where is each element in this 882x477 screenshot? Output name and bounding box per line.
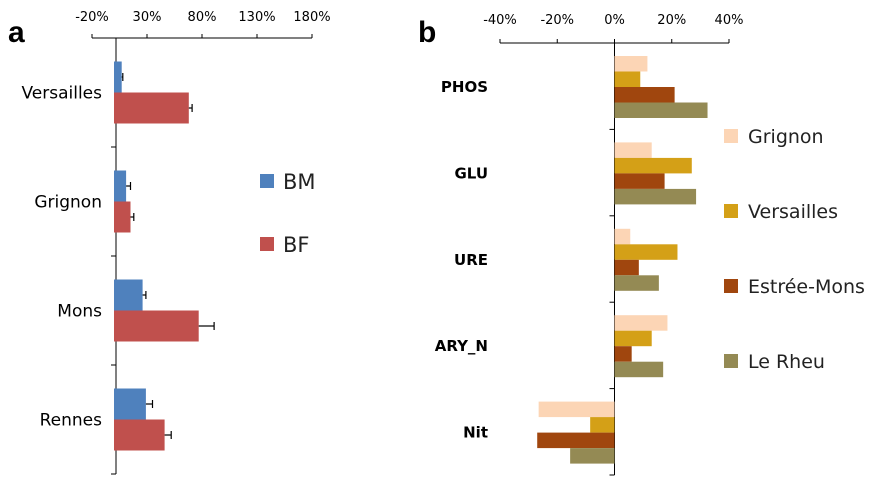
bar-a-bf <box>114 310 199 342</box>
category-label-a: Mons <box>57 302 102 322</box>
bar-b-versailles <box>614 71 641 87</box>
bar-a-bm <box>114 61 122 93</box>
x-tick-label-a: -20% <box>75 10 109 25</box>
bar-b-le-rheu <box>614 102 708 118</box>
bar-b-versailles <box>614 157 692 174</box>
category-label-a: Grignon <box>34 193 102 213</box>
legend-label-b-versailles: Versailles <box>748 201 838 223</box>
chart-panel-a: -20% 30% 80% 130% 180% Versailles Grignon Mons R… <box>21 10 331 475</box>
bar-a-bf <box>114 92 189 124</box>
x-tick-label-a: 180% <box>293 10 330 25</box>
legend-swatch-a-bm <box>260 174 274 188</box>
bar-b-le-rheu <box>614 188 697 205</box>
category-label-b: PHOS <box>441 78 488 96</box>
legend-swatch-a-bf <box>260 237 274 251</box>
x-tick-label-b: 20% <box>657 13 686 28</box>
legend-swatch-b-grignon <box>724 129 738 143</box>
panel-label-b: b <box>418 16 436 49</box>
legend-label-b-le-rheu: Le Rheu <box>748 351 825 373</box>
bar-b-estr-e-mons <box>614 173 665 189</box>
legend-label-a-bm: BM <box>283 170 316 194</box>
category-label-b: GLU <box>454 164 488 182</box>
bar-b-le-rheu <box>614 275 659 291</box>
bar-b-le-rheu <box>614 361 664 378</box>
bar-b-le-rheu <box>570 448 615 464</box>
bar-b-grignon <box>614 228 631 245</box>
x-tick-label-b: 40% <box>715 13 744 28</box>
x-tick-label-b: 0% <box>604 13 625 28</box>
category-label-b: URE <box>454 251 488 269</box>
legend-label-a-bf: BF <box>283 233 310 257</box>
category-label-a: Versailles <box>21 84 102 104</box>
x-tick-label-a: 130% <box>238 10 275 25</box>
bar-b-grignon <box>614 315 668 331</box>
bar-b-grignon <box>538 401 615 418</box>
legend-swatch-b-versailles <box>724 204 738 218</box>
bar-b-versailles <box>614 330 652 347</box>
chart-panel-b: -40% -20% 0% 20% 40% PHOS GLU URE ARY_N Nit Grigno… <box>435 13 865 476</box>
legend-swatch-b-le-rheu <box>724 354 738 368</box>
bar-a-bf <box>114 419 165 451</box>
x-tick-label-a: 80% <box>188 10 217 25</box>
x-tick-label-b: -20% <box>540 13 574 28</box>
bar-b-grignon <box>614 56 648 72</box>
x-tick-label-b: -40% <box>483 13 517 28</box>
bar-a-bm <box>114 388 146 420</box>
legend-label-b-estr-e-mons: Estrée-Mons <box>748 276 865 298</box>
legend-swatch-b-estr-e-mons <box>724 279 738 293</box>
x-tick-label-a: 30% <box>133 10 162 25</box>
legend-label-b-grignon: Grignon <box>748 126 824 148</box>
bar-a-bm <box>114 170 127 202</box>
bar-a-bf <box>114 201 131 233</box>
bar-b-versailles <box>614 244 678 260</box>
bar-b-versailles <box>590 417 615 433</box>
category-label-a: Rennes <box>40 411 103 431</box>
panel-label-a: a <box>8 16 25 49</box>
bar-b-estr-e-mons <box>614 259 639 276</box>
bar-b-estr-e-mons <box>614 346 632 362</box>
bar-a-bm <box>114 279 143 311</box>
bar-b-grignon <box>614 142 652 158</box>
bar-b-estr-e-mons <box>537 432 615 449</box>
category-label-b: Nit <box>463 424 488 442</box>
bar-b-estr-e-mons <box>614 87 675 103</box>
category-label-b: ARY_N <box>435 337 488 355</box>
